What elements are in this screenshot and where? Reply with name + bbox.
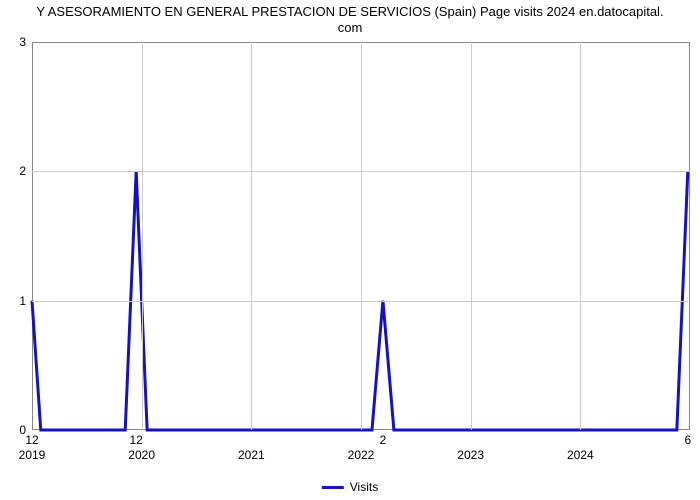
data-point-label: 12 [129, 433, 142, 447]
x-tick-label: 2024 [567, 448, 594, 462]
x-tick-label: 2019 [19, 448, 46, 462]
chart-title: Y ASESORAMIENTO EN GENERAL PRESTACION DE… [0, 4, 700, 37]
data-point-label: 12 [25, 433, 38, 447]
x-tick-label: 2023 [457, 448, 484, 462]
y-tick-label: 1 [19, 294, 26, 308]
data-point-label: 2 [380, 433, 387, 447]
gridline-v [361, 42, 362, 430]
gridline-v [580, 42, 581, 430]
legend-label: Visits [350, 480, 378, 494]
chart-title-line2: com [338, 20, 363, 35]
data-point-label: 6 [684, 433, 691, 447]
gridline-v [471, 42, 472, 430]
chart-container: { "chart": { "type": "line", "title_line… [0, 0, 700, 500]
x-tick-label: 2020 [128, 448, 155, 462]
y-tick-label: 2 [19, 164, 26, 178]
x-tick-label: 2021 [238, 448, 265, 462]
gridline-v [142, 42, 143, 430]
chart-title-line1: Y ASESORAMIENTO EN GENERAL PRESTACION DE… [36, 4, 663, 19]
plot-area: 0123201920202021202220232024121226 [32, 42, 690, 430]
y-tick-label: 3 [19, 35, 26, 49]
legend-swatch [322, 486, 344, 489]
legend: Visits [322, 480, 378, 494]
gridline-v [251, 42, 252, 430]
x-tick-label: 2022 [348, 448, 375, 462]
